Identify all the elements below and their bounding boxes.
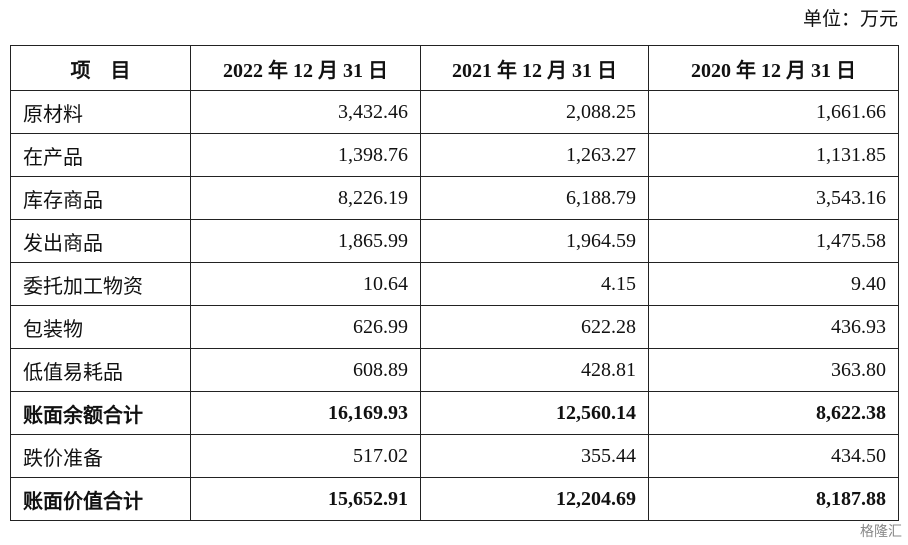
table-row: 发出商品 1,865.99 1,964.59 1,475.58: [10, 219, 899, 263]
cell-value: 2,088.25: [420, 90, 649, 134]
cell-value: 1,865.99: [190, 219, 421, 263]
table-row: 委托加工物资 10.64 4.15 9.40: [10, 262, 899, 306]
cell-value: 363.80: [648, 348, 899, 392]
cell-value: 436.93: [648, 305, 899, 349]
cell-value: 3,543.16: [648, 176, 899, 220]
column-header: 2022 年 12 月 31 日: [190, 45, 421, 91]
row-label: 发出商品: [10, 219, 191, 263]
cell-value: 608.89: [190, 348, 421, 392]
unit-note: 单位：万元: [802, 9, 898, 30]
cell-value: 3,432.46: [190, 90, 421, 134]
cell-value: 622.28: [420, 305, 649, 349]
column-header: 项 目: [10, 45, 191, 91]
table-row: 原材料 3,432.46 2,088.25 1,661.66: [10, 90, 899, 134]
total-row: 账面余额合计 16,169.93 12,560.14 8,622.38: [10, 391, 899, 435]
cell-value: 16,169.93: [190, 391, 421, 435]
cell-value: 1,398.76: [190, 133, 421, 177]
header-row: 项 目 2022 年 12 月 31 日 2021 年 12 月 31 日 2020 …: [10, 45, 899, 91]
row-label: 账面余额合计: [10, 391, 191, 435]
cell-value: 12,560.14: [420, 391, 649, 435]
table-body: 原材料 3,432.46 2,088.25 1,661.66 在产品 1,398.76 1,…: [10, 90, 899, 521]
cell-value: 355.44: [420, 434, 649, 478]
table-row: 库存商品 8,226.19 6,188.79 3,543.16: [10, 176, 899, 220]
cell-value: 428.81: [420, 348, 649, 392]
row-label: 在产品: [10, 133, 191, 177]
cell-value: 517.02: [190, 434, 421, 478]
table-row: 包装物 626.99 622.28 436.93: [10, 305, 899, 349]
cell-value: 1,475.58: [648, 219, 899, 263]
column-header: 2020 年 12 月 31 日: [648, 45, 899, 91]
row-label: 包装物: [10, 305, 191, 349]
cell-value: 10.64: [190, 262, 421, 306]
column-header: 2021 年 12 月 31 日: [420, 45, 649, 91]
watermark: 格隆汇: [860, 525, 902, 540]
table-row: 在产品 1,398.76 1,263.27 1,131.85: [10, 133, 899, 177]
cell-value: 4.15: [420, 262, 649, 306]
cell-value: 12,204.69: [420, 477, 649, 521]
row-label: 低值易耗品: [10, 348, 191, 392]
cell-value: 626.99: [190, 305, 421, 349]
row-label: 原材料: [10, 90, 191, 134]
cell-value: 15,652.91: [190, 477, 421, 521]
row-label: 跌价准备: [10, 434, 191, 478]
cell-value: 6,188.79: [420, 176, 649, 220]
row-label: 账面价值合计: [10, 477, 191, 521]
total-row: 账面价值合计 15,652.91 12,204.69 8,187.88: [10, 477, 899, 521]
cell-value: 1,263.27: [420, 133, 649, 177]
table-row: 低值易耗品 608.89 428.81 363.80: [10, 348, 899, 392]
table-row: 跌价准备 517.02 355.44 434.50: [10, 434, 899, 478]
cell-value: 8,226.19: [190, 176, 421, 220]
inventory-table: 项 目 2022 年 12 月 31 日 2021 年 12 月 31 日 2020 …: [10, 45, 899, 521]
cell-value: 1,964.59: [420, 219, 649, 263]
cell-value: 9.40: [648, 262, 899, 306]
cell-value: 1,661.66: [648, 90, 899, 134]
row-label: 委托加工物资: [10, 262, 191, 306]
cell-value: 8,187.88: [648, 477, 899, 521]
cell-value: 434.50: [648, 434, 899, 478]
row-label: 库存商品: [10, 176, 191, 220]
cell-value: 8,622.38: [648, 391, 899, 435]
cell-value: 1,131.85: [648, 133, 899, 177]
